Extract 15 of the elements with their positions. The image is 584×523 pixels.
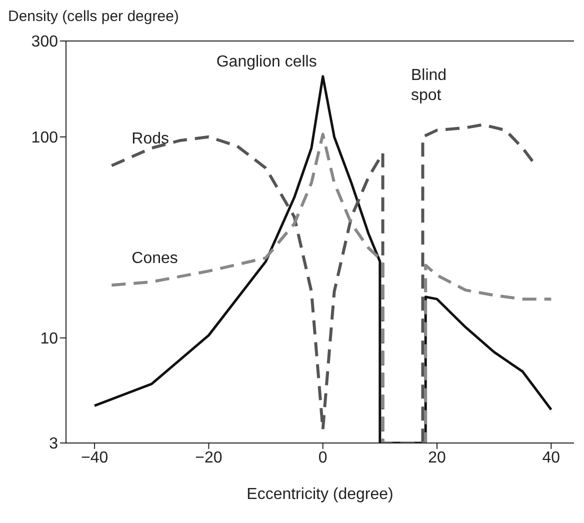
- x-tick-label: −40: [80, 449, 108, 466]
- x-tick-label: 0: [318, 449, 328, 466]
- x-tick-label: 40: [542, 449, 560, 466]
- y-tick-label: 10: [40, 330, 58, 348]
- y-tick-label: 3: [49, 436, 58, 453]
- x-tick-label: −20: [195, 449, 222, 466]
- annotation: Blind spot: [411, 66, 448, 106]
- series-label: Cones: [132, 250, 178, 268]
- series-label: Ganglion cells: [216, 53, 317, 70]
- y-tick-label: 100: [31, 130, 58, 147]
- y-tick-label: 300: [31, 34, 58, 51]
- x-axis-title: Eccentricity (degree): [246, 486, 394, 503]
- x-tick-label: 20: [428, 449, 446, 466]
- series-label: Rods: [132, 130, 170, 148]
- y-axis-title: Density (cells per degree): [8, 8, 179, 25]
